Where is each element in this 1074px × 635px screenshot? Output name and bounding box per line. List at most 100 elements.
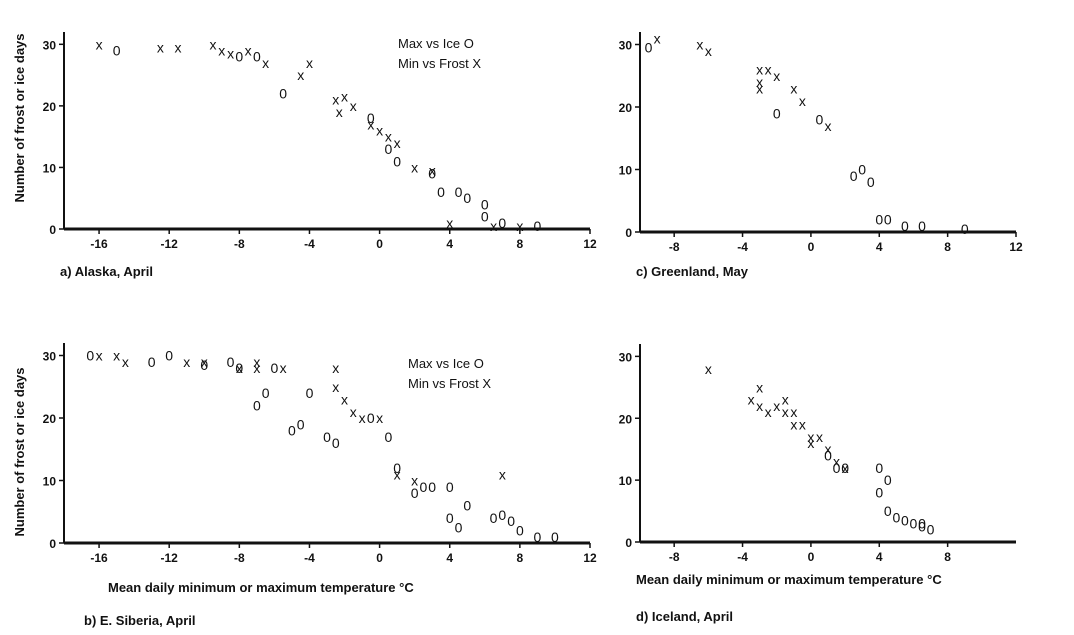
siberia-frost-point: x (341, 391, 348, 407)
siberia-ice-point: 0 (165, 348, 173, 364)
siberia-ice-point: 0 (235, 360, 243, 376)
alaska-frost-point: x (429, 163, 436, 179)
siberia-ice-point: 0 (288, 423, 296, 439)
alaska-frost-point: x (96, 36, 103, 52)
greenland-ice-point: 0 (867, 174, 875, 190)
iceland-frost-point: x (705, 361, 712, 377)
siberia-ice-point: 0 (148, 354, 156, 370)
siberia-frost-point: x (253, 354, 260, 370)
legend-max-ice-alaska: Max vs Ice O (398, 36, 474, 51)
siberia-ice-point: 0 (297, 416, 305, 432)
greenland-frost-point: x (756, 62, 763, 78)
greenland-ice-point: 0 (645, 40, 653, 56)
siberia-ice-point: 0 (498, 507, 506, 523)
alaska-ice-point: 0 (534, 218, 542, 234)
alaska-ice-point: 0 (279, 86, 287, 102)
siberia-frost-point: x (201, 354, 208, 370)
alaska-frost-point: x (367, 116, 374, 132)
alaska-frost-point: x (262, 55, 269, 71)
panel-caption-alaska: a) Alaska, April (60, 264, 153, 279)
siberia-x-tick-label: -4 (304, 551, 315, 565)
alaska-frost-point: x (516, 218, 523, 234)
greenland-frost-point: x (756, 74, 763, 90)
alaska-x-tick-label: -16 (90, 237, 108, 251)
alaska-frost-point: x (350, 98, 357, 114)
iceland-ice-point: 0 (918, 515, 926, 531)
panel-caption-greenland: c) Greenland, May (636, 264, 749, 279)
greenland-ice-point: 0 (918, 218, 926, 234)
iceland-frost-point: x (799, 416, 806, 432)
alaska-y-tick-label: 0 (49, 223, 56, 237)
alaska-ice-point: 0 (437, 184, 445, 200)
greenland-ice-point: 0 (850, 168, 858, 184)
alaska-y-tick-label: 10 (43, 161, 57, 175)
alaska-x-tick-label: -8 (234, 237, 245, 251)
greenland-frost-point: x (705, 43, 712, 59)
siberia-frost-point: x (394, 466, 401, 482)
iceland-x-tick-label: -4 (737, 550, 748, 564)
siberia-ice-point: 0 (332, 435, 340, 451)
alaska-frost-point: x (394, 135, 401, 151)
siberia-frost-point: x (280, 360, 287, 376)
alaska-ice-point: 0 (428, 166, 436, 182)
siberia-frost-point: x (499, 466, 506, 482)
iceland-y-tick-label: 20 (619, 412, 633, 426)
greenland-frost-point: x (825, 118, 832, 134)
iceland-ice-point: 0 (875, 485, 883, 501)
panel-caption-siberia: b) E. Siberia, April (84, 613, 195, 628)
alaska-x-tick-label: 4 (446, 237, 453, 251)
siberia-ice-point: 0 (428, 479, 436, 495)
alaska-ice-point: 0 (481, 196, 489, 212)
alaska-frost-point: x (306, 55, 313, 71)
alaska-ice-point: 0 (498, 215, 506, 231)
iceland-frost-point: x (756, 379, 763, 395)
iceland-ice-point: 0 (884, 472, 892, 488)
y-axis-label-top: Number of frost or ice days (12, 33, 27, 202)
siberia-x-tick-label: 12 (583, 551, 597, 565)
greenland-frost-point: x (654, 30, 661, 46)
iceland-frost-point: x (765, 404, 772, 420)
siberia-frost-point: x (113, 348, 120, 364)
siberia-ice-point: 0 (271, 360, 279, 376)
alaska-frost-point: x (332, 92, 339, 108)
siberia-ice-point: 0 (534, 529, 542, 545)
greenland-frost-point: x (790, 80, 797, 96)
siberia-ice-point: 0 (446, 510, 454, 526)
alaska-x-tick-label: 12 (583, 237, 597, 251)
legend-min-frost-siberia: Min vs Frost X (408, 376, 491, 391)
legend-max-ice-siberia: Max vs Ice O (408, 356, 484, 371)
iceland-ice-point: 0 (884, 503, 892, 519)
greenland-ice-point: 0 (858, 162, 866, 178)
iceland-ice-point: 0 (841, 460, 849, 476)
iceland-frost-point: x (756, 398, 763, 414)
panel-caption-iceland: d) Iceland, April (636, 609, 733, 624)
alaska-frost-point: x (210, 36, 217, 52)
greenland-ice-point: 0 (961, 221, 969, 237)
greenland-x-tick-label: -4 (737, 240, 748, 254)
siberia-y-tick-label: 10 (43, 475, 57, 489)
alaska-frost-point: x (227, 46, 234, 62)
siberia-ice-point: 0 (490, 510, 498, 526)
iceland-ice-point: 0 (910, 515, 918, 531)
greenland-x-tick-label: 12 (1009, 240, 1023, 254)
greenland-x-tick-label: -8 (669, 240, 680, 254)
siberia-x-tick-label: 0 (376, 551, 383, 565)
siberia-ice-point: 0 (411, 485, 419, 501)
iceland-frost-point: x (790, 416, 797, 432)
siberia-y-tick-label: 0 (49, 537, 56, 551)
siberia-ice-point: 0 (420, 479, 428, 495)
alaska-y-tick-label: 30 (43, 38, 57, 52)
greenland-y-tick-label: 0 (625, 226, 632, 240)
iceland-x-tick-label: -8 (669, 550, 680, 564)
alaska-ice-point: 0 (367, 110, 375, 126)
alaska-ice-point: 0 (463, 190, 471, 206)
greenland-ice-point: 0 (875, 212, 883, 228)
siberia-frost-point: x (350, 404, 357, 420)
iceland-ice-point: 0 (875, 460, 883, 476)
greenland-ice-point: 0 (773, 105, 781, 121)
siberia-frost-point: x (236, 360, 243, 376)
siberia-ice-point: 0 (323, 429, 331, 445)
iceland-x-tick-label: 8 (944, 550, 951, 564)
